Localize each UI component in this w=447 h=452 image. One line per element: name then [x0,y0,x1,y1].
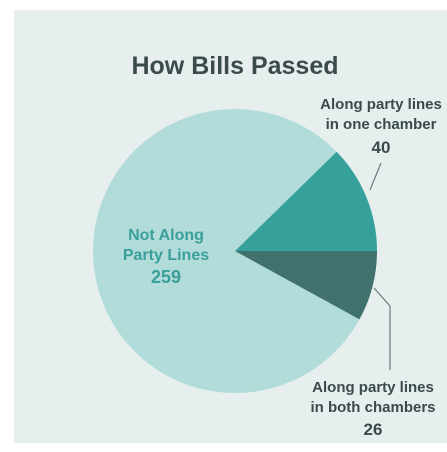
pie-slice-one-chamber [235,151,377,251]
slice-label-one-chamber-line-1: Along party lines [320,96,442,113]
slice-label-both-chambers-line-1: Along party lines [312,379,434,396]
chart-title: How Bills Passed [131,52,338,80]
slice-label-not-along-line-2: Party Lines [123,247,209,264]
leader-line-one-chamber [369,162,382,191]
pie-slice-not-along-party-lines [93,108,360,393]
pie-slice-both-chambers [235,251,377,320]
pie-chart: How Bills Passed Not Along Party Lines 259… [93,52,442,439]
leader-line-both-chambers [373,287,391,370]
slice-label-both-chambers-line-2: in both chambers [310,399,435,416]
slice-value-one-chamber: 40 [372,138,391,157]
slice-value-both-chambers: 26 [364,420,383,439]
chart-panel: How Bills Passed Not Along Party Lines 259… [14,10,447,443]
slice-value-not-along: 259 [151,267,181,287]
slice-label-one-chamber-line-2: in one chamber [326,116,437,133]
slice-label-not-along-line-1: Not Along [128,227,204,244]
